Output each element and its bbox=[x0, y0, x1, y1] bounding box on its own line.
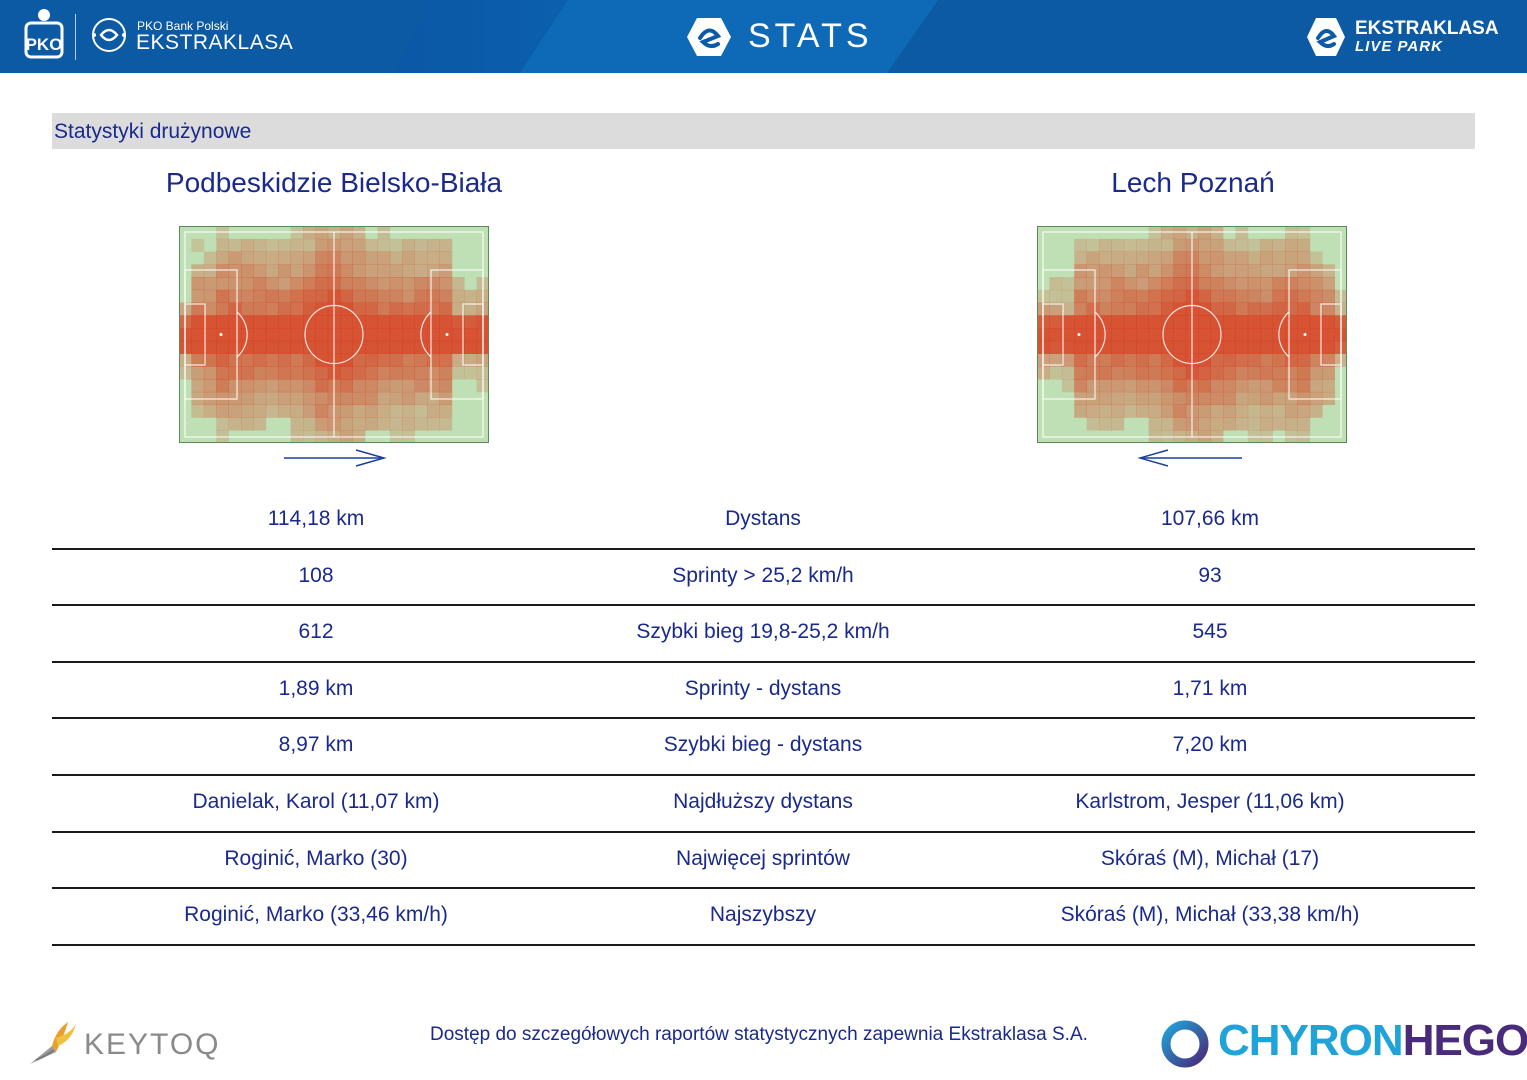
home-value: 8,97 km bbox=[278, 733, 354, 757]
top-banner: PKO PKO Bank Polski EKSTRAKLASA STATS EK… bbox=[0, 0, 1527, 73]
table-row: Roginić, Marko (30) Najwięcej sprintów S… bbox=[52, 833, 1475, 890]
stat-label: Dystans bbox=[725, 507, 801, 530]
table-row: 8,97 km Szybki bieg - dystans 7,20 km bbox=[52, 719, 1475, 776]
table-row: 108 Sprinty > 25,2 km/h 93 bbox=[52, 550, 1475, 607]
away-team-heatmap bbox=[1037, 226, 1347, 443]
live-park-title: EKSTRAKLASA bbox=[1355, 18, 1499, 39]
chyronhego-ring-icon bbox=[1161, 1020, 1209, 1068]
bank-name: PKO Bank Polski bbox=[137, 19, 229, 33]
home-value: Danielak, Karol (11,07 km) bbox=[192, 789, 440, 813]
chyronhego-wordmark: CHYRONHEGO bbox=[1218, 1016, 1527, 1066]
table-row: 612 Szybki bieg 19,8-25,2 km/h 545 bbox=[52, 606, 1475, 663]
home-team-heatmap bbox=[179, 226, 489, 443]
away-attack-direction-arrow-icon bbox=[1137, 449, 1242, 467]
stat-label: Szybki bieg 19,8-25,2 km/h bbox=[636, 620, 890, 644]
section-title: Statystyki drużynowe bbox=[54, 120, 252, 143]
home-value: 108 bbox=[298, 563, 334, 587]
league-name: EKSTRAKLASA bbox=[136, 31, 294, 54]
home-attack-direction-arrow-icon bbox=[284, 449, 387, 467]
table-row: 1,89 km Sprinty - dystans 1,71 km bbox=[52, 663, 1475, 720]
away-value: Skóraś (M), Michał (33,38 km/h) bbox=[1060, 903, 1360, 927]
home-value: 612 bbox=[298, 620, 334, 644]
keytoq-bird-icon bbox=[30, 1022, 76, 1064]
chyronhego-wordmark-part1: CHYRON bbox=[1218, 1016, 1404, 1065]
home-value: Roginić, Marko (33,46 km/h) bbox=[184, 903, 448, 927]
table-row: Danielak, Karol (11,07 km) Najdłuższy dy… bbox=[52, 776, 1475, 833]
home-value: 114,18 km bbox=[267, 507, 365, 530]
banner-right-panel bbox=[887, 0, 1527, 73]
pko-logo-icon: PKO bbox=[24, 9, 64, 59]
away-value: 7,20 km bbox=[1172, 733, 1248, 757]
svg-text:PKO: PKO bbox=[26, 35, 63, 54]
table-row: Roginić, Marko (33,46 km/h) Najszybszy S… bbox=[52, 889, 1475, 946]
away-value: 545 bbox=[1192, 620, 1228, 644]
ekstraklasa-emblem-icon bbox=[92, 18, 126, 52]
away-value: 93 bbox=[1198, 563, 1222, 587]
stat-label: Najdłuższy dystans bbox=[673, 789, 853, 813]
home-value: Roginić, Marko (30) bbox=[224, 846, 408, 870]
home-team-name: Podbeskidzie Bielsko-Biała bbox=[165, 167, 503, 198]
table-row: 114,18 km Dystans 107,66 km bbox=[52, 493, 1475, 550]
chyronhego-wordmark-part2: HEGO bbox=[1402, 1016, 1527, 1065]
away-value: Karlstrom, Jesper (11,06 km) bbox=[1075, 789, 1345, 813]
stat-label: Sprinty > 25,2 km/h bbox=[672, 563, 854, 587]
away-value: 1,71 km bbox=[1172, 676, 1248, 700]
live-park-emblem-icon bbox=[1307, 18, 1345, 56]
stat-label: Najszybszy bbox=[709, 903, 817, 927]
banner-divider bbox=[75, 14, 76, 60]
keytoq-wordmark: KEYTOQ bbox=[84, 1028, 221, 1061]
away-value: Skóraś (M), Michał (17) bbox=[1100, 846, 1320, 870]
home-value: 1,89 km bbox=[278, 676, 354, 700]
away-value: 107,66 km bbox=[1160, 507, 1260, 530]
footer-note: Dostęp do szczegółowych raportów statyst… bbox=[430, 1024, 1088, 1045]
stat-label: Najwięcej sprintów bbox=[676, 846, 850, 870]
banner-left-panel bbox=[0, 0, 430, 73]
section-header: Statystyki drużynowe bbox=[52, 113, 1475, 149]
live-park-subtitle: LIVE PARK bbox=[1355, 38, 1443, 55]
stats-emblem-icon bbox=[687, 18, 731, 56]
stats-title: STATS bbox=[748, 17, 873, 55]
away-team-name: Lech Poznań bbox=[1111, 167, 1275, 198]
team-stats-table: 114,18 km Dystans 107,66 km 108 Sprinty … bbox=[52, 493, 1475, 946]
stat-label: Szybki bieg - dystans bbox=[663, 733, 863, 757]
stat-label: Sprinty - dystans bbox=[684, 676, 842, 700]
